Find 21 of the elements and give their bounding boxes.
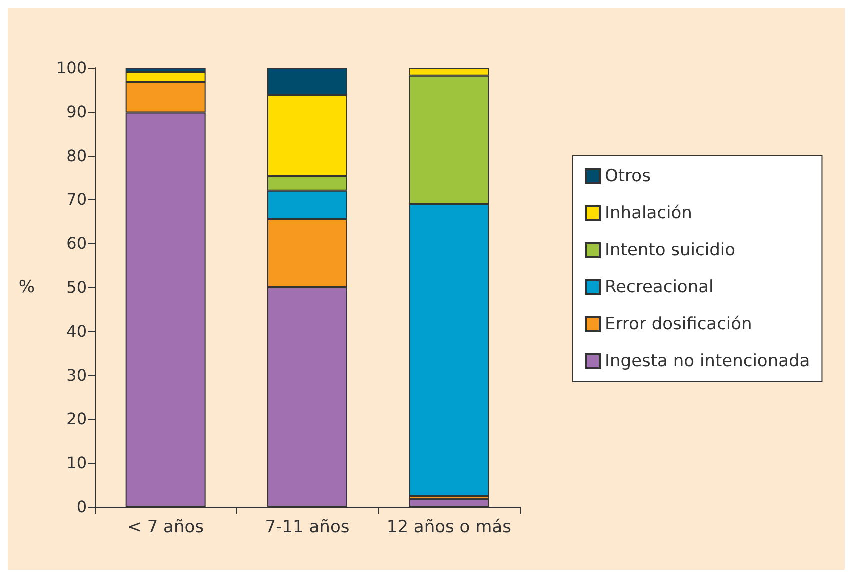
y-tick-label: 20 (66, 410, 87, 429)
y-tick-label: 10 (66, 454, 87, 473)
legend-label: Ingesta no intencionada (605, 352, 810, 372)
x-tick-label: 12 años o más (386, 518, 512, 538)
legend-label: Otros (605, 166, 652, 186)
legend-label: Inhalación (605, 204, 692, 224)
legend-label: Recreacional (605, 278, 714, 298)
y-axis-title: % (18, 278, 35, 298)
legend-label: Intento suicidio (605, 240, 736, 260)
x-tick-label: < 7 años (128, 518, 204, 538)
legend-label: Error dosificación (605, 314, 752, 334)
y-tick-label: 30 (66, 366, 87, 385)
y-tick-label: 80 (66, 146, 87, 166)
y-tick-label: 50 (66, 278, 87, 297)
y-tick-label: 100 (56, 58, 87, 78)
y-tick-label: 60 (66, 234, 87, 254)
y-tick-label: 70 (66, 190, 87, 210)
x-tick-label: 7-11 años (265, 518, 350, 538)
y-tick-label: 40 (66, 322, 87, 341)
y-tick-label: 90 (66, 102, 87, 122)
y-tick-label: 0 (76, 498, 87, 516)
